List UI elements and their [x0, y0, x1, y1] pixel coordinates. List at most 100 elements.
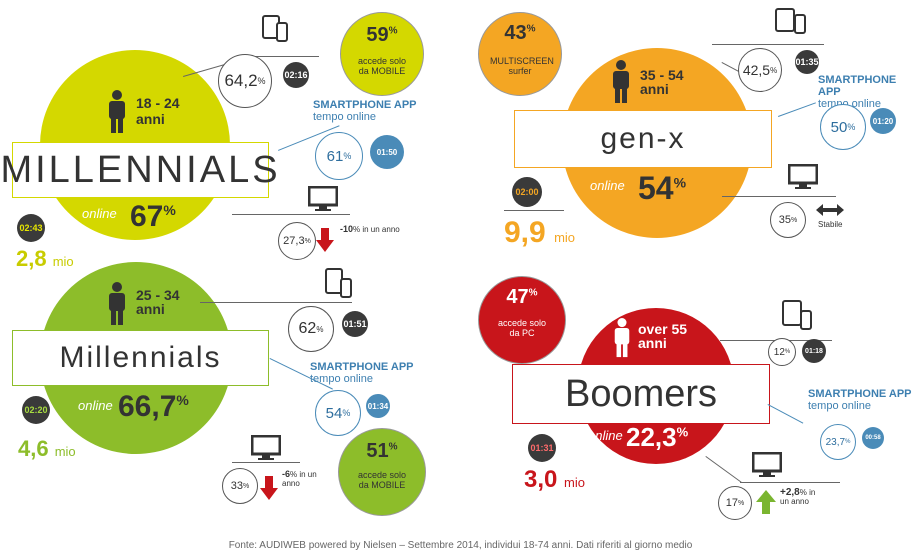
mobile-time-badge: 01:35	[795, 50, 819, 74]
mobile-only-badge	[338, 428, 426, 516]
audience-value: 2,8 mio	[16, 246, 74, 271]
age-range: over 55	[638, 321, 688, 337]
pc-only-badge	[478, 276, 566, 364]
monitor-icon	[251, 435, 281, 460]
mobile-pct-ring: 64,2%	[218, 54, 272, 108]
mobile-pct-ring: 12%	[768, 338, 796, 366]
age-range: 25 - 34	[136, 287, 180, 303]
multiscreen-badge	[478, 12, 562, 96]
daily-time-badge: 02:20	[22, 396, 50, 424]
app-label: SMARTPHONE APP tempo online	[808, 388, 912, 412]
age-unit: anni	[136, 301, 165, 317]
app-pct-ring: 50%	[820, 104, 866, 150]
connector-line	[232, 214, 350, 215]
audience-value: 4,6 mio	[18, 436, 76, 461]
segment-title: MILLENNIALS	[0, 148, 281, 191]
mobile-time-badge: 02:16	[283, 62, 309, 88]
multiscreen-label: MULTISCREEN surfer	[490, 56, 554, 76]
segment-title-box: Boomers	[512, 364, 770, 424]
mobile-pct-ring: 62%	[288, 306, 334, 352]
segment-title: gen-x	[600, 122, 686, 155]
online-label: online	[82, 206, 117, 221]
mobile-only-label: accede solo da MOBILE	[357, 56, 407, 76]
online-label: online	[78, 398, 113, 413]
mobile-only-pct: 59%	[366, 24, 398, 46]
connector-line	[200, 302, 352, 303]
app-time-badge: 01:50	[370, 135, 404, 169]
online-pct: 66,7%	[118, 390, 189, 423]
age-unit: anni	[640, 81, 669, 97]
app-pct-ring: 23,7%	[820, 424, 856, 460]
segment-title-box: MILLENNIALS	[0, 142, 278, 198]
monitor-icon	[788, 164, 818, 189]
app-time-badge: 01:34	[366, 394, 390, 418]
connector-line	[767, 404, 804, 424]
smartphone-icon	[800, 310, 812, 330]
connector-line	[232, 462, 300, 463]
mobile-time-badge: 01:51	[342, 311, 368, 337]
tablet-icon	[782, 300, 802, 326]
double-arrow-icon	[816, 204, 844, 216]
monitor-icon	[308, 186, 338, 211]
daily-time-badge: 01:31	[528, 434, 556, 462]
tablet-icon	[775, 8, 795, 32]
smartphone-icon	[794, 14, 806, 34]
mobile-only-label: accede solo da MOBILE	[357, 470, 407, 490]
age-unit: anni	[638, 335, 667, 351]
connector-line	[712, 44, 824, 45]
connector-line	[504, 210, 564, 211]
segment-title: Boomers	[564, 372, 718, 415]
connector-line	[722, 196, 836, 197]
person-icon	[614, 318, 630, 358]
arrow-up-icon	[756, 490, 776, 514]
age-unit: anni	[136, 111, 165, 127]
connector-line	[705, 456, 742, 483]
mobile-only-pct: 51%	[366, 440, 398, 462]
arrow-down-icon	[316, 228, 334, 252]
person-icon	[109, 90, 125, 133]
smartphone-icon	[340, 278, 352, 298]
online-pct: 67%	[130, 200, 176, 233]
online-pct: 54%	[638, 170, 687, 206]
segment-title-box: gen-x	[514, 110, 772, 168]
person-icon	[613, 60, 629, 103]
pc-change: +2,8% in un anno	[780, 487, 816, 507]
pc-pct-ring: 17%	[718, 486, 752, 520]
segment-title: Millennials	[59, 341, 222, 374]
segment-title-box: Millennials	[12, 330, 269, 386]
app-label: SMARTPHONE APP tempo online	[310, 361, 414, 385]
app-label: SMARTPHONE APP tempo online	[313, 99, 417, 123]
pc-change: -6% in un anno	[282, 469, 317, 489]
connector-line	[245, 56, 319, 57]
app-time-badge: 00:58	[862, 427, 884, 449]
daily-time-badge: 02:43	[17, 214, 45, 242]
pc-pct-ring: 27,3%	[278, 222, 316, 260]
pc-only-label: accede solo da PC	[497, 318, 547, 338]
online-label: online	[588, 428, 623, 443]
connector-line	[740, 482, 840, 483]
pc-pct-ring: 33%	[222, 468, 258, 504]
pc-pct-ring: 35%	[770, 202, 806, 238]
pc-only-pct: 47%	[506, 286, 538, 308]
app-pct-ring: 54%	[315, 390, 361, 436]
mobile-time-badge: 01:18	[802, 339, 826, 363]
pc-change: Stabile	[818, 220, 843, 229]
multiscreen-pct: 43%	[504, 22, 536, 44]
app-label: SMARTPHONE APP tempo online	[818, 74, 897, 110]
person-icon	[109, 282, 125, 325]
audience-value: 9,9 mio	[504, 216, 576, 249]
age-range: 35 - 54	[640, 67, 684, 83]
app-pct-ring: 61%	[315, 132, 363, 180]
smartphone-icon	[276, 22, 288, 42]
online-pct: 22,3%	[626, 422, 689, 452]
audience-value: 3,0 mio	[524, 466, 585, 493]
app-time-badge: 01:20	[870, 108, 896, 134]
daily-time-badge: 02:00	[512, 177, 542, 207]
online-label: online	[590, 178, 625, 193]
monitor-icon	[752, 452, 782, 477]
arrow-down-icon	[260, 476, 278, 500]
mobile-pct-ring: 42,5%	[738, 48, 782, 92]
connector-line	[778, 102, 816, 117]
source-note: Fonte: AUDIWEB powered by Nielsen – Sett…	[228, 540, 693, 551]
age-range: 18 - 24	[136, 95, 180, 111]
